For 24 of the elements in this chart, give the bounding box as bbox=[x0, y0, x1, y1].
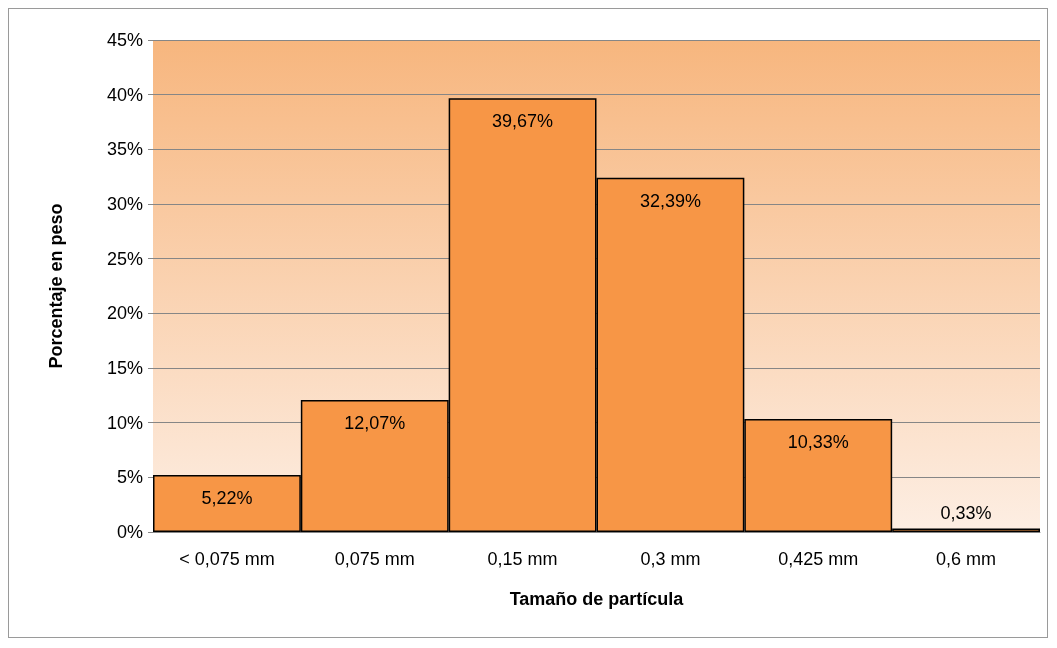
x-tick-label: 0,3 mm bbox=[640, 549, 701, 569]
data-label: 39,67% bbox=[492, 111, 554, 132]
x-tick-label: 0,6 mm bbox=[936, 549, 997, 569]
y-tick-label: 0% bbox=[116, 522, 143, 542]
y-tick-label: 40% bbox=[106, 84, 143, 105]
y-axis-title: Porcentaje en peso bbox=[46, 203, 66, 369]
x-tick-label: < 0,075 mm bbox=[179, 549, 275, 569]
x-axis-title: Tamaño de partícula bbox=[509, 589, 685, 609]
data-label: 32,39% bbox=[639, 190, 701, 211]
x-tick-label: 0,425 mm bbox=[778, 549, 859, 569]
y-tick-label: 25% bbox=[106, 248, 143, 269]
data-label: 12,07% bbox=[344, 413, 406, 434]
y-tick-label: 5% bbox=[116, 467, 143, 488]
data-label: 0,33% bbox=[940, 503, 992, 524]
y-tick-label: 20% bbox=[106, 303, 143, 324]
data-label: 10,33% bbox=[787, 432, 849, 453]
x-tick-label: 0,15 mm bbox=[487, 549, 558, 569]
y-tick-label: 45% bbox=[106, 30, 143, 50]
y-tick-label: 10% bbox=[106, 412, 143, 433]
y-tick-label: 35% bbox=[106, 139, 143, 160]
x-tick-label: 0,075 mm bbox=[334, 549, 415, 569]
data-label: 5,22% bbox=[201, 487, 253, 508]
y-tick-label: 30% bbox=[106, 194, 143, 214]
y-tick-label: 15% bbox=[106, 358, 143, 378]
